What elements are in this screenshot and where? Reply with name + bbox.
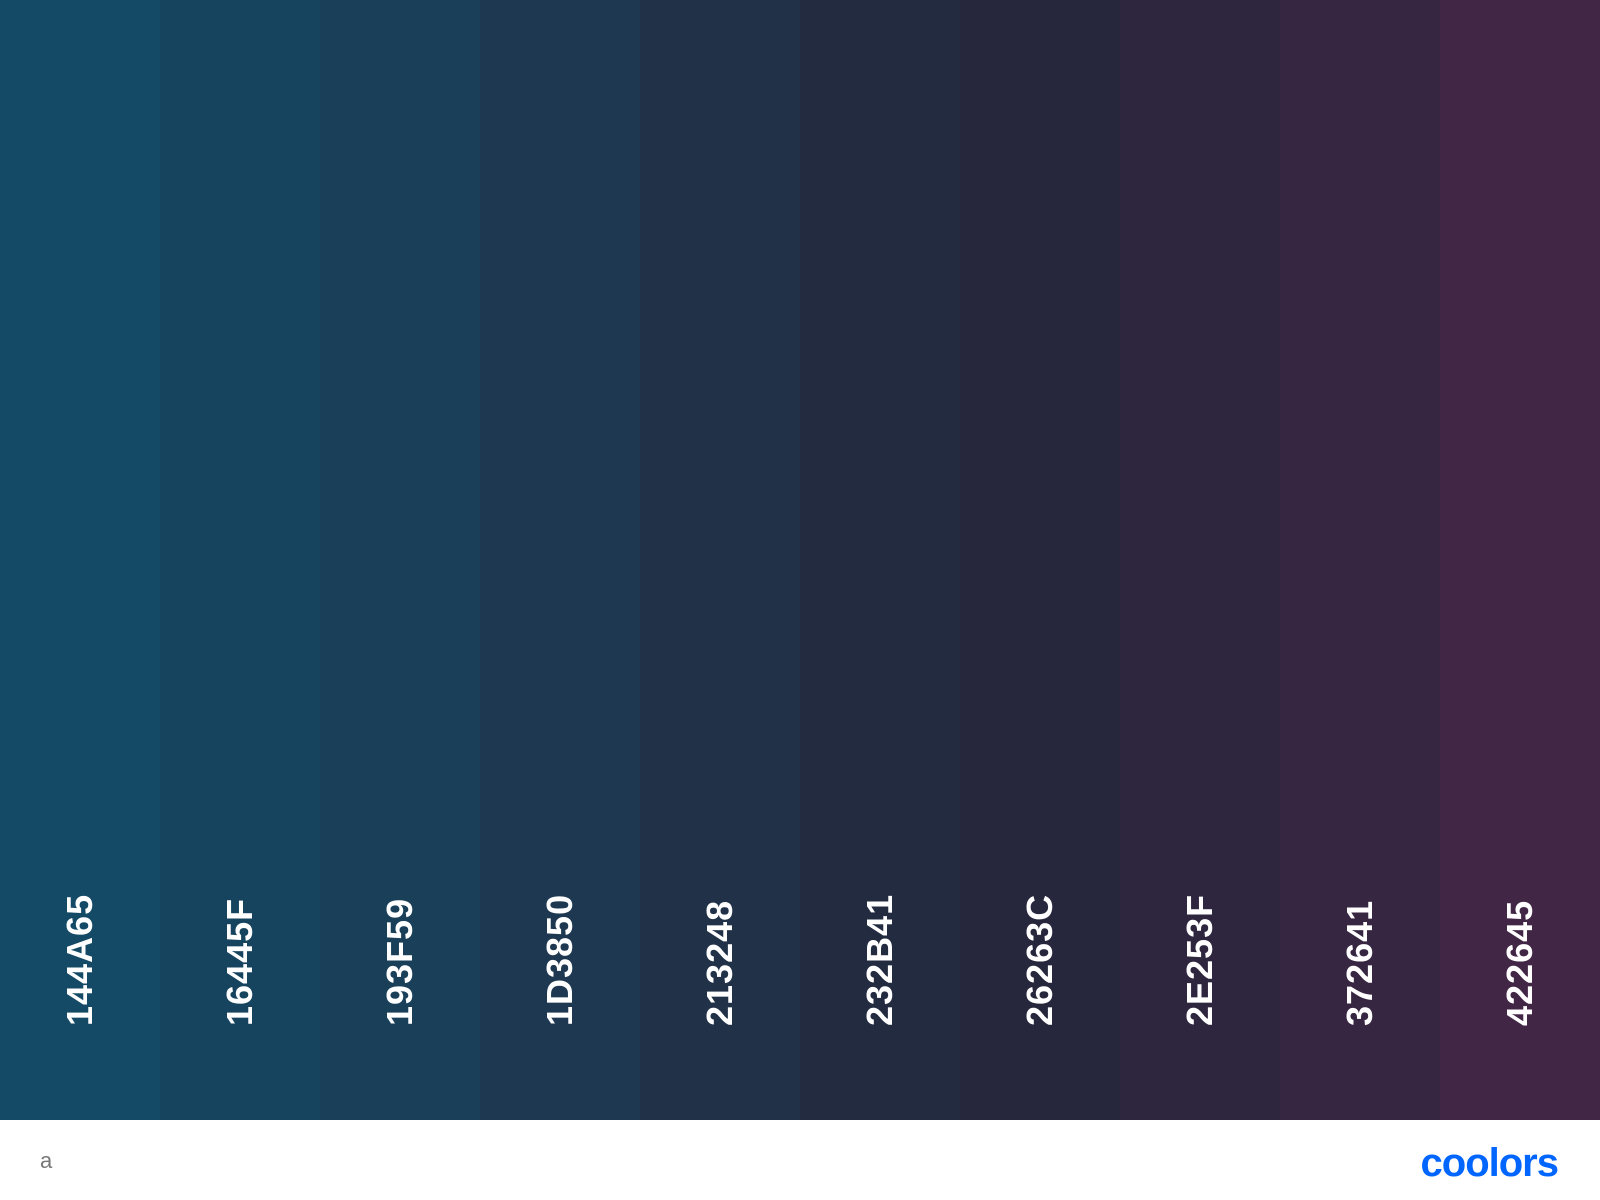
palette-name: a [40, 1148, 53, 1173]
hex-code-label[interactable]: 213248 [699, 899, 740, 1026]
hex-code-label[interactable]: 232B41 [859, 893, 900, 1026]
color-swatch[interactable]: 232B41 [800, 0, 960, 1120]
color-palette: 144A65 16445F 193F59 1D3850 213248 232B4… [0, 0, 1600, 1120]
color-swatch[interactable]: 26263C [960, 0, 1120, 1120]
color-swatch[interactable]: 422645 [1440, 0, 1600, 1120]
color-swatch[interactable]: 16445F [160, 0, 320, 1120]
color-swatch[interactable]: 2E253F [1120, 0, 1280, 1120]
hex-code-label[interactable]: 2E253F [1179, 893, 1220, 1026]
color-swatch[interactable]: 213248 [640, 0, 800, 1120]
coolors-logo-text: coolors [1421, 1141, 1558, 1185]
color-swatch[interactable]: 1D3850 [480, 0, 640, 1120]
hex-code-label[interactable]: 26263C [1019, 893, 1060, 1026]
color-swatch[interactable]: 193F59 [320, 0, 480, 1120]
hex-code-label[interactable]: 193F59 [379, 897, 420, 1026]
hex-code-label[interactable]: 144A65 [59, 893, 100, 1026]
hex-code-label[interactable]: 422645 [1499, 899, 1540, 1026]
color-swatch[interactable]: 372641 [1280, 0, 1440, 1120]
hex-code-label[interactable]: 16445F [219, 897, 260, 1026]
hex-code-label[interactable]: 372641 [1339, 899, 1380, 1026]
color-swatch[interactable]: 144A65 [0, 0, 160, 1120]
hex-code-label[interactable]: 1D3850 [539, 893, 580, 1026]
footer-bar: a coolors [0, 1120, 1600, 1200]
coolors-logo[interactable]: coolors [1360, 1132, 1560, 1192]
